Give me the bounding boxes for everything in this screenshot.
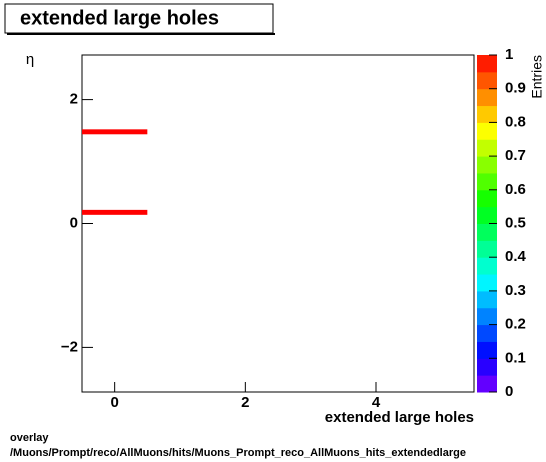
z-tick-label: 0.3	[505, 282, 526, 299]
colorbar-step	[477, 307, 497, 326]
colorbar-step	[477, 55, 497, 73]
colorbar-step	[477, 290, 497, 309]
chart-title: extended large holes	[20, 7, 219, 29]
z-axis-label: Entries	[529, 55, 545, 99]
colorbar-step	[477, 274, 497, 292]
colorbar-step	[477, 341, 497, 359]
z-tick-label: 0.6	[505, 181, 526, 198]
colorbar-step	[477, 88, 497, 107]
z-tick-label: 0.4	[505, 248, 527, 265]
y-axis-label: η	[26, 51, 34, 68]
z-tick-label: 0.2	[505, 316, 526, 333]
title-shadow	[7, 33, 275, 35]
colorbar-step	[477, 358, 497, 376]
colorbar-step	[477, 105, 497, 123]
z-tick-label: 0.9	[505, 80, 526, 97]
colorbar-step	[477, 139, 497, 157]
colorbar-step	[477, 189, 497, 208]
z-tick-label: 0.1	[505, 349, 526, 366]
x-tick-label: 0	[110, 394, 118, 411]
colorbar-step	[477, 240, 497, 258]
title-box	[4, 3, 274, 34]
colorbar-step	[477, 223, 497, 241]
z-tick-label: 0.7	[505, 147, 526, 164]
z-tick-label: 0.5	[505, 214, 526, 231]
heat-cell	[82, 129, 148, 135]
z-tick-label: 0.8	[505, 113, 526, 130]
colorbar-step	[477, 172, 497, 191]
colorbar-step	[477, 324, 497, 342]
z-tick-label: 1	[505, 46, 513, 63]
z-tick-label: 0	[505, 383, 513, 400]
colorbar-step	[477, 257, 497, 275]
colorbar-step	[477, 122, 497, 140]
plot-frame	[81, 54, 475, 393]
y-tick-label: 0	[70, 214, 78, 231]
colorbar-step	[477, 71, 497, 90]
colorbar-step	[477, 206, 497, 224]
y-tick-label: 2	[70, 91, 78, 108]
footer-line: overlay	[10, 432, 49, 444]
x-tick-label: 4	[372, 394, 381, 411]
colorbar-step	[477, 156, 497, 174]
x-axis-label: extended large holes	[325, 409, 474, 426]
footer-line: /Muons/Prompt/reco/AllMuons/hits/Muons_P…	[10, 447, 466, 459]
x-tick-label: 2	[241, 394, 249, 411]
y-tick-label: −2	[61, 338, 78, 355]
heat-cell	[82, 209, 148, 215]
colorbar-step	[477, 375, 497, 393]
